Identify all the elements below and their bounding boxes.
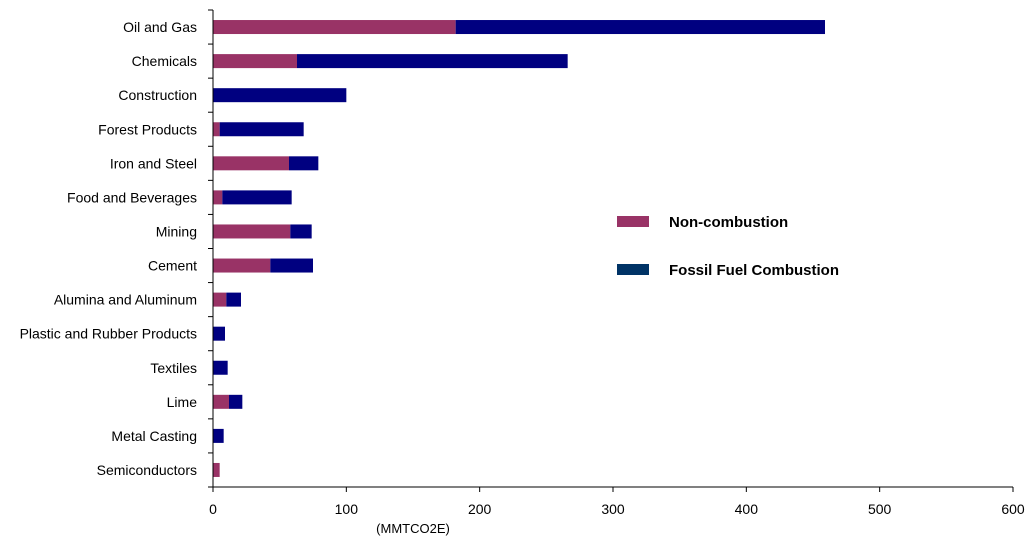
- bar-chemicals-non-combustion: [213, 54, 297, 69]
- bars-group: [213, 20, 825, 477]
- bar-lime-fossil-fuel-combustion: [229, 394, 243, 409]
- bar-cement-non-combustion: [213, 258, 271, 273]
- category-label-lime: Lime: [167, 394, 198, 410]
- bar-plastic-and-rubber-products-fossil-fuel-combustion: [213, 326, 225, 341]
- x-tick-label: 0: [209, 501, 217, 517]
- category-label-construction: Construction: [118, 87, 197, 103]
- category-label-textiles: Textiles: [150, 360, 197, 376]
- category-label-semiconductors: Semiconductors: [97, 462, 197, 478]
- bar-forest-products-non-combustion: [213, 122, 220, 137]
- legend-label-fossil-fuel-combustion: Fossil Fuel Combustion: [669, 262, 839, 279]
- legend: Non-combustion Fossil Fuel Combustion: [617, 214, 839, 279]
- category-label-food-and-beverages: Food and Beverages: [67, 189, 197, 205]
- bar-alumina-and-aluminum-non-combustion: [213, 292, 227, 307]
- bar-metal-casting-fossil-fuel-combustion: [213, 428, 224, 443]
- bar-chemicals-fossil-fuel-combustion: [297, 54, 568, 69]
- bar-oil-and-gas-fossil-fuel-combustion: [455, 20, 825, 35]
- bar-alumina-and-aluminum-fossil-fuel-combustion: [226, 292, 241, 307]
- legend-swatch-non-combustion: [617, 216, 649, 227]
- x-tick-label: 300: [601, 501, 625, 517]
- bar-iron-and-steel-fossil-fuel-combustion: [289, 156, 319, 171]
- bar-lime-non-combustion: [213, 394, 229, 409]
- x-tick-label: 200: [468, 501, 492, 517]
- bar-forest-products-fossil-fuel-combustion: [219, 122, 304, 137]
- category-label-metal-casting: Metal Casting: [111, 428, 197, 444]
- category-label-oil-and-gas: Oil and Gas: [123, 19, 197, 35]
- category-label-cement: Cement: [148, 258, 197, 274]
- legend-label-non-combustion: Non-combustion: [669, 214, 788, 231]
- category-label-chemicals: Chemicals: [132, 53, 197, 69]
- category-label-mining: Mining: [156, 223, 197, 239]
- bar-iron-and-steel-non-combustion: [213, 156, 289, 171]
- category-labels: Oil and Gas Chemicals Construction Forest P…: [20, 9, 213, 488]
- bar-oil-and-gas-non-combustion: [213, 20, 456, 35]
- legend-swatch-fossil-fuel-combustion: [617, 264, 649, 275]
- x-tick-label: 500: [868, 501, 892, 517]
- bar-semiconductors-non-combustion: [213, 462, 220, 477]
- category-label-iron-and-steel: Iron and Steel: [110, 155, 197, 171]
- bar-textiles-fossil-fuel-combustion: [213, 360, 228, 375]
- bar-food-and-beverages-non-combustion: [213, 190, 223, 205]
- bar-construction-fossil-fuel-combustion: [213, 88, 347, 103]
- category-label-plastic-and-rubber-products: Plastic and Rubber Products: [20, 326, 197, 342]
- x-axis-title: (MMTCO2E): [376, 521, 450, 536]
- x-ticks: 0 100 200 300 400 500 600: [209, 487, 1025, 517]
- category-label-forest-products: Forest Products: [98, 121, 197, 137]
- bar-food-and-beverages-fossil-fuel-combustion: [222, 190, 292, 205]
- bar-cement-fossil-fuel-combustion: [270, 258, 313, 273]
- x-tick-label: 400: [735, 501, 759, 517]
- bar-mining-fossil-fuel-combustion: [290, 224, 312, 239]
- category-label-alumina-and-aluminum: Alumina and Aluminum: [54, 292, 197, 308]
- x-tick-label: 600: [1001, 501, 1025, 517]
- bar-mining-non-combustion: [213, 224, 291, 239]
- x-tick-label: 100: [335, 501, 359, 517]
